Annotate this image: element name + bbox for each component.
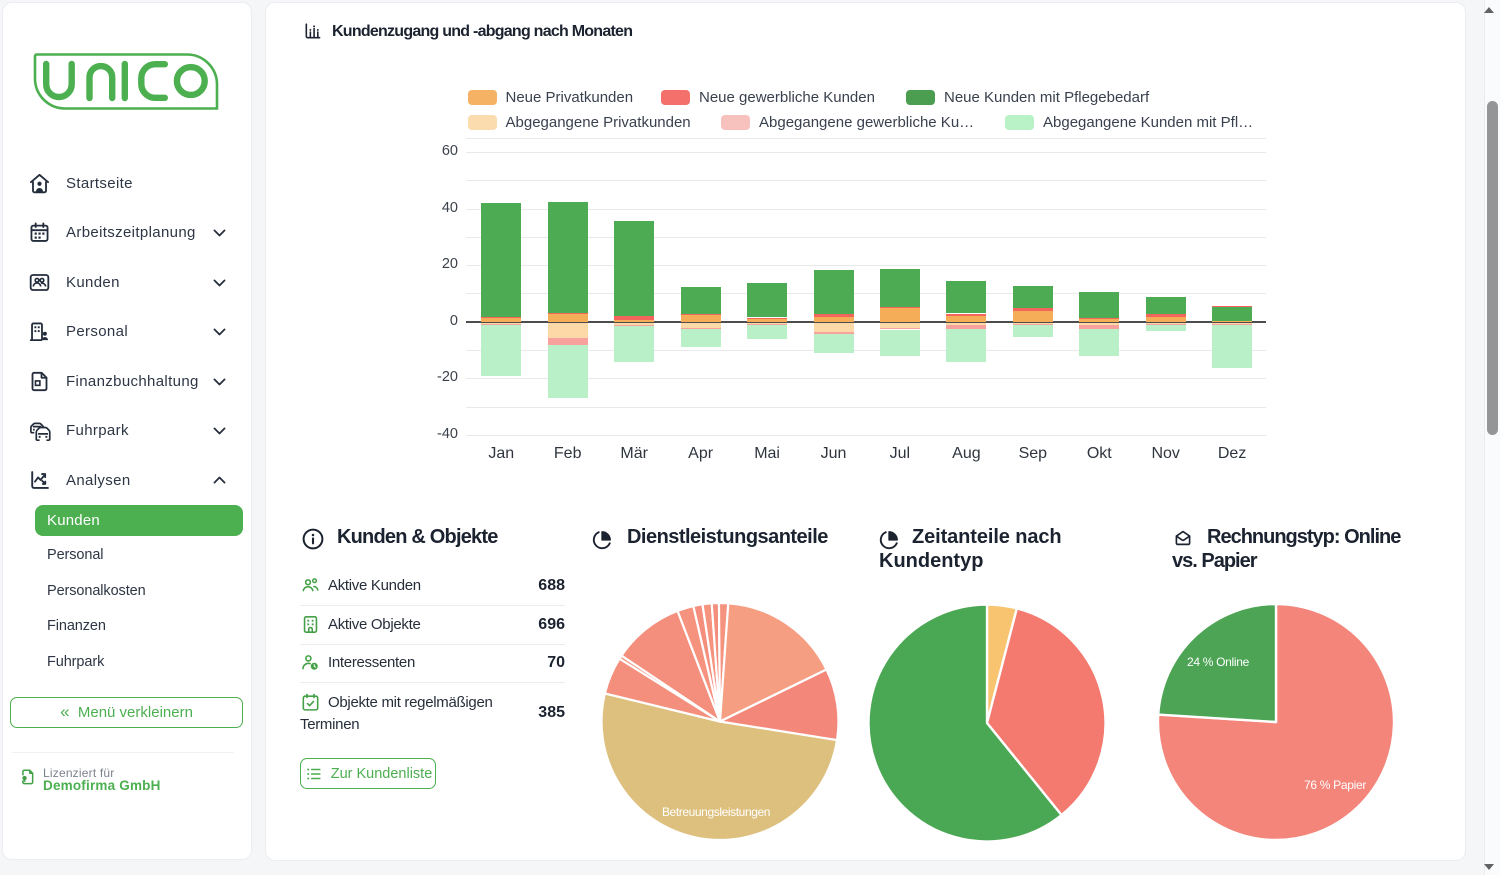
- svg-text:76 % Papier: 76 % Papier: [1304, 778, 1366, 792]
- svg-text:24 % Online: 24 % Online: [1187, 655, 1250, 669]
- svg-text:Betreuungsleistungen: Betreuungsleistungen: [662, 805, 770, 819]
